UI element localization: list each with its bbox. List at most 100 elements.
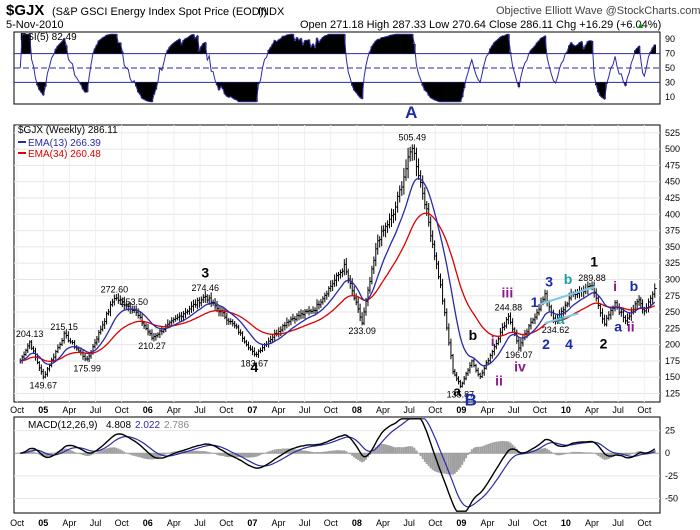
price-y-tick: 400	[665, 209, 680, 219]
ema13-line	[20, 177, 656, 367]
macd-x-tick: Jul	[612, 518, 624, 528]
symbol-title: $GJX	[6, 2, 44, 19]
legend-ema13: EMA(13) 266.39	[28, 138, 101, 149]
price-x-tick: Oct	[428, 405, 443, 415]
quote-line: Open 271.18 High 287.33 Low 270.64 Close…	[300, 19, 661, 31]
up-arrow-icon: ▲	[636, 20, 645, 30]
wave-label: 2	[542, 336, 550, 352]
macd-x-tick: Oct	[637, 518, 652, 528]
price-x-tick: 10	[561, 405, 571, 415]
price-y-tick: 150	[665, 372, 680, 382]
wave-label: 3	[545, 274, 553, 290]
brand-watermark: Objective Elliott Wave @StockCharts.com	[496, 5, 700, 17]
rsi-y-tick: 30	[665, 77, 675, 87]
wave-label: a	[557, 311, 565, 327]
price-label: 215.15	[50, 322, 78, 332]
wave-label: b	[630, 278, 639, 294]
ema34-legend-icon	[18, 152, 26, 154]
wave-label: 3	[201, 265, 209, 281]
price-x-tick: Jul	[403, 405, 415, 415]
wave-label: 4	[251, 359, 259, 375]
wave-label: iii	[502, 285, 514, 301]
price-label: 210.27	[138, 341, 166, 351]
price-y-tick: 275	[665, 291, 680, 301]
macd-x-tick: Oct	[533, 518, 548, 528]
rsi-y-tick: 70	[665, 49, 675, 59]
price-label: 289.88	[578, 273, 606, 283]
wave-label: 1	[590, 253, 598, 269]
ema13-legend-icon	[18, 141, 26, 143]
macd-panel	[13, 416, 661, 514]
wave-label: iv	[514, 358, 526, 374]
macd-x-tick: Apr	[62, 518, 76, 528]
macd-y-tick: -25	[665, 471, 678, 481]
price-y-tick: 175	[665, 356, 680, 366]
price-x-tick: 09	[456, 405, 466, 415]
price-label: 175.99	[73, 363, 101, 373]
price-x-tick: Oct	[10, 405, 25, 415]
price-y-tick: 475	[665, 160, 680, 170]
macd-x-tick: 09	[456, 518, 466, 528]
macd-x-tick: Jul	[403, 518, 415, 528]
price-y-tick: 250	[665, 307, 680, 317]
macd-x-tick: Oct	[219, 518, 234, 528]
price-y-tick: 200	[665, 340, 680, 350]
price-y-tick: 500	[665, 144, 680, 154]
price-label: 505.49	[398, 133, 426, 143]
wave-label: a	[614, 319, 622, 335]
wave-label: 4	[565, 336, 573, 352]
price-y-tick: 300	[665, 274, 680, 284]
macd-x-tick: Jul	[90, 518, 102, 528]
chart-date: 5-Nov-2010	[6, 19, 63, 31]
macd-signal-value: 2.022	[135, 420, 160, 431]
price-label: 233.09	[348, 326, 376, 336]
price-label: 244.88	[495, 302, 523, 312]
macd-x-tick: Apr	[481, 518, 495, 528]
macd-x-tick: Jul	[194, 518, 206, 528]
price-label: 183.67	[241, 358, 269, 368]
macd-y-tick: 0	[665, 448, 670, 458]
macd-x-tick: Apr	[167, 518, 181, 528]
wave-label: B	[465, 390, 477, 409]
macd-title: MACD(12,26,9)	[28, 420, 97, 431]
wave-label: 2	[600, 336, 608, 352]
price-x-tick: Oct	[219, 405, 234, 415]
exchange-label: INDX	[258, 6, 285, 18]
price-x-tick: Oct	[115, 405, 130, 415]
macd-x-tick: Oct	[428, 518, 443, 528]
price-label: 253.50	[120, 297, 148, 307]
price-x-tick: Jul	[90, 405, 102, 415]
macd-x-tick: Apr	[376, 518, 390, 528]
price-plot: 1251501752002252502753003253503754004254…	[10, 103, 680, 528]
trendline	[539, 285, 596, 306]
price-y-tick: 225	[665, 323, 680, 333]
price-x-tick: 06	[143, 405, 153, 415]
price-label: 234.62	[542, 325, 570, 335]
price-y-tick: 325	[665, 258, 680, 268]
rsi-title: RSI(5) 82.49	[20, 32, 77, 43]
price-x-tick: Jul	[194, 405, 206, 415]
wave-label: a	[453, 383, 461, 399]
macd-x-tick: Apr	[271, 518, 285, 528]
wave-label: b	[564, 271, 573, 287]
trendline	[544, 312, 579, 325]
macd-x-tick: Jul	[299, 518, 311, 528]
macd-x-tick: Apr	[585, 518, 599, 528]
price-x-tick: Oct	[533, 405, 548, 415]
price-y-tick: 125	[665, 389, 680, 399]
price-x-tick: Apr	[62, 405, 76, 415]
wave-label: i	[491, 333, 495, 349]
macd-x-tick: 05	[38, 518, 48, 528]
price-label: 196.07	[505, 350, 533, 360]
macd-y-tick: 25	[665, 426, 675, 436]
price-label: 274.46	[192, 283, 220, 293]
price-y-tick: 450	[665, 177, 680, 187]
macd-signal-line	[20, 418, 656, 508]
macd-y-tick: -50	[665, 494, 678, 504]
rsi-y-tick: 10	[665, 92, 675, 102]
macd-plot: 25 0 -25 -50	[14, 418, 678, 512]
macd-x-tick: 06	[143, 518, 153, 528]
price-x-tick: Apr	[167, 405, 181, 415]
rsi-y-tick: 50	[665, 63, 675, 73]
